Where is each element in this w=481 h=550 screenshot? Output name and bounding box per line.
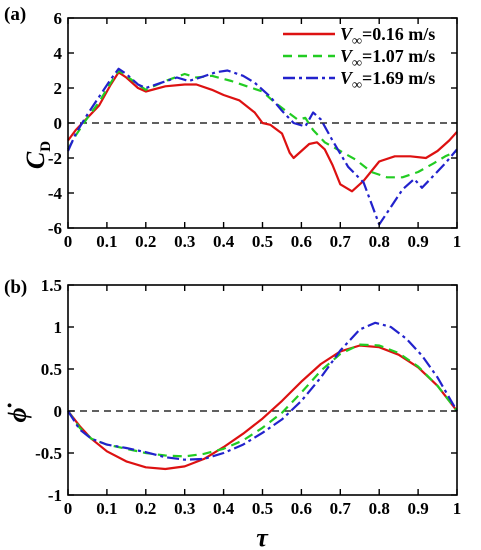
legend-entry-2: V∞=1.07 m/s: [340, 46, 435, 71]
legend-entry-1: V∞=0.16 m/s: [340, 24, 435, 49]
series-line-3: [66, 67, 458, 226]
series-line-3: [67, 321, 458, 461]
panel-a: (a) 0 0.1 0.2 0.3 0.4 0.5 0.6 0.7 0.8 0.9 1 6 4 2 0 -2…: [4, 4, 461, 251]
panel-a-ticks: [67, 17, 458, 229]
x-tick-label: 0.2: [135, 499, 156, 518]
y-tick-label: 0: [54, 402, 63, 421]
series-line-1: [67, 344, 458, 471]
x-tick-label: 0.9: [407, 232, 428, 251]
panel-b-plot-frame: [67, 284, 458, 496]
y-tick-label: 0: [54, 114, 63, 133]
x-tick-label: 0.7: [330, 499, 352, 518]
y-tick-label: -2: [48, 149, 62, 168]
panel-a-x-tick-labels: 0 0.1 0.2 0.3 0.4 0.5 0.6 0.7 0.8 0.9 1: [64, 232, 462, 251]
panel-a-legend: V∞=0.16 m/sV∞=1.07 m/sV∞=1.69 m/s: [283, 24, 435, 93]
y-tick-label: 1: [54, 318, 63, 337]
x-tick-label: 0: [64, 499, 73, 518]
y-tick-label: 6: [54, 9, 63, 28]
panel-a-ylabel-main: C: [21, 151, 50, 169]
x-tick-label: 0.1: [96, 499, 117, 518]
panel-a-series-lines: [66, 67, 458, 226]
legend-entry-3: V∞=1.69 m/s: [340, 68, 435, 93]
panel-b-series-lines: [67, 321, 458, 471]
y-tick-label: -4: [48, 184, 63, 203]
panel-a-ylabel: CD: [21, 141, 54, 169]
x-tick-label: 1: [453, 232, 462, 251]
x-tick-label: 0.1: [96, 232, 117, 251]
y-tick-label: 0.5: [41, 360, 62, 379]
x-tick-label: 0.4: [213, 232, 235, 251]
x-tick-label: 0.6: [291, 232, 312, 251]
y-tick-label: -0.5: [35, 444, 62, 463]
y-tick-label: 4: [54, 44, 63, 63]
x-tick-label: 1: [453, 499, 462, 518]
x-tick-label: 0.7: [330, 232, 352, 251]
panel-a-ylabel-subscript: D: [38, 141, 54, 152]
panel-b-x-tick-labels: 0 0.1 0.2 0.3 0.4 0.5 0.6 0.7 0.8 0.9 1: [64, 499, 462, 518]
series-line-1: [67, 71, 458, 193]
x-tick-label: 0.5: [252, 232, 273, 251]
x-tick-label: 0.5: [252, 499, 273, 518]
y-tick-label: -1: [48, 486, 62, 505]
y-tick-label: -6: [48, 219, 62, 238]
panel-b: (b) 0 0.1 0.2 0.3 0.4 0.5 0.6 0.7 0.8 0.9 1 1.5 1 0.…: [3, 276, 461, 550]
x-tick-label: 0.4: [213, 499, 235, 518]
x-tick-label: 0.8: [369, 499, 390, 518]
x-tick-label: 0.8: [369, 232, 390, 251]
x-tick-label: 0: [64, 232, 73, 251]
panel-b-ylabel: ϕ̇: [3, 402, 32, 422]
x-tick-label: 0.2: [135, 232, 156, 251]
panel-a-y-tick-labels: 6 4 2 0 -2 -4 -6: [48, 9, 63, 238]
panel-b-ticks: [67, 284, 458, 496]
panel-b-label: (b): [4, 277, 27, 298]
y-tick-label: 1.5: [41, 276, 62, 295]
x-tick-label: 0.3: [174, 232, 195, 251]
series-line-2: [67, 343, 458, 458]
panel-a-label: (a): [4, 4, 26, 25]
x-tick-label: 0.9: [407, 499, 428, 518]
x-tick-label: 0.6: [291, 499, 312, 518]
panel-b-xlabel: τ: [256, 523, 269, 550]
x-tick-label: 0.3: [174, 499, 195, 518]
panel-b-y-tick-labels: 1.5 1 0.5 0 -0.5 -1: [35, 276, 62, 505]
y-tick-label: 2: [54, 79, 63, 98]
